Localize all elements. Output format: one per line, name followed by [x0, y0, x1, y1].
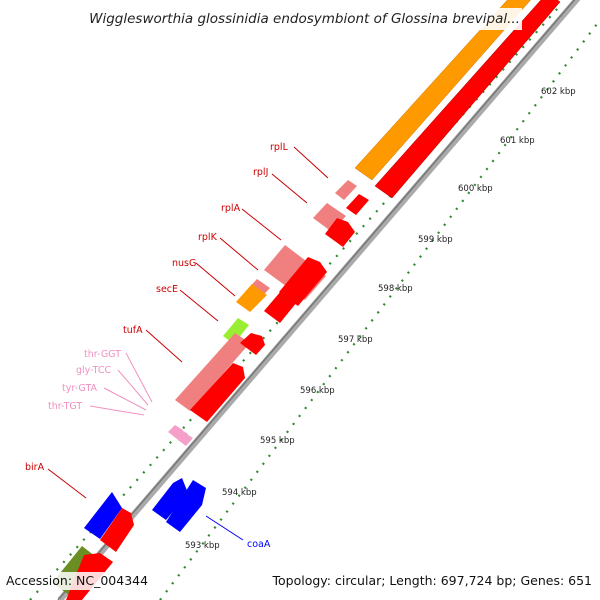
secE-block [223, 318, 249, 344]
red-gene-birA [100, 508, 134, 552]
topology-text: Topology: circular; Length: 697,724 bp; … [272, 572, 592, 590]
scale-label: 596 kbp [300, 386, 335, 396]
blue-gene-coaA-1 [152, 478, 188, 520]
scale-label: 594 kbp [222, 488, 257, 498]
scale-label: 601 kbp [500, 136, 535, 146]
label-connectors [47, 146, 329, 541]
scale-label: 598 kbp [378, 284, 413, 294]
tufA-block [175, 333, 250, 411]
gene-label-thr-GGT: thr-GGT [84, 349, 121, 360]
gene-label-tyr-GTA: tyr-GTA [62, 383, 98, 394]
scale-label: 595 kbp [260, 436, 295, 446]
gene-label-rplJ: rplJ [253, 167, 268, 178]
gene-label-rplL: rplL [270, 142, 289, 153]
scale-label: 593 kbp [185, 541, 220, 551]
nusG-block [236, 284, 267, 312]
gene-label-coaA: coaA [247, 539, 271, 550]
red-gene-tufA [190, 363, 245, 422]
accession-text: Accession: NC_004344 [6, 572, 149, 590]
blue-gene-coaA-2 [166, 480, 206, 532]
red-gene-top [374, 0, 561, 199]
gene-label-gly-TCC: gly-TCC [76, 365, 112, 376]
orange-gene-top [354, 0, 531, 181]
scale-label: 599 kbp [418, 235, 453, 245]
gene-label-thr-TGT: thr-TGT [48, 401, 82, 412]
gene-labels: rplL rplJ rplA rplK nusG secE tufA thr-G… [25, 142, 289, 550]
red-gene-nusG [240, 333, 265, 355]
scale-labels: 593 kbp 594 kbp 595 kbp 596 kbp 597 kbp … [185, 87, 576, 551]
backbone [57, 0, 581, 600]
gene-label-tufA: tufA [123, 325, 143, 336]
gene-label-birA: birA [25, 462, 45, 473]
gene-label-secE: secE [156, 284, 178, 295]
red-gene-rplJ [325, 218, 355, 247]
genome-title: Wigglesworthia glossinidia endosymbiont … [80, 8, 522, 30]
inner-tick-ring [159, 19, 600, 600]
gene-label-nusG: nusG [172, 258, 196, 269]
red-gene-rplK [264, 291, 297, 323]
scale-label: 602 kbp [541, 87, 576, 97]
trna-chevrons [168, 425, 193, 446]
gene-label-rplK: rplK [198, 232, 218, 243]
scale-label: 597 kbp [338, 335, 373, 345]
blue-gene-birA [84, 492, 122, 539]
rplL-block [335, 180, 357, 200]
scale-label: 600 kbp [458, 184, 493, 194]
red-gene-rplL [346, 194, 369, 215]
gene-label-rplA: rplA [221, 203, 241, 214]
